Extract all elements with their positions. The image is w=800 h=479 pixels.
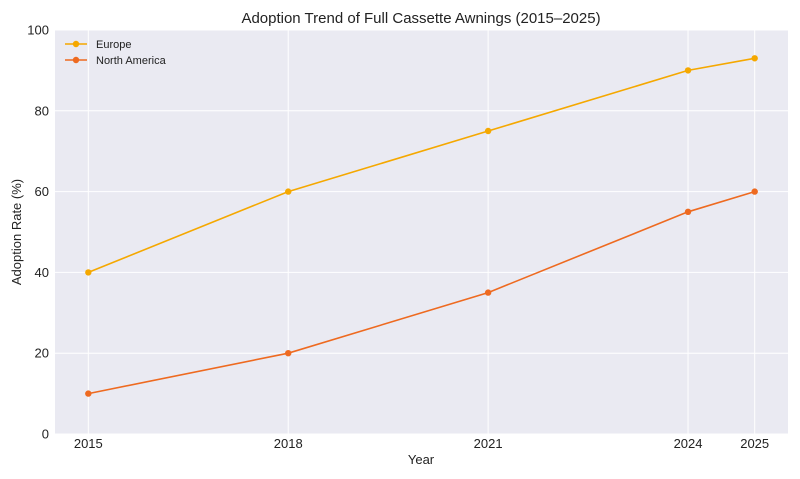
y-tick-label: 80 <box>35 103 49 118</box>
legend-label: Europe <box>96 39 131 51</box>
legend-item: North America <box>65 55 167 67</box>
x-tick-label: 2021 <box>474 436 503 451</box>
y-axis-ticks: 0 20 40 60 80 100 <box>27 23 49 442</box>
legend-item: Europe <box>65 39 131 51</box>
y-axis-label: Adoption Rate (%) <box>9 179 24 285</box>
y-tick-label: 20 <box>35 346 49 361</box>
data-point <box>85 269 92 276</box>
y-tick-label: 100 <box>27 23 49 38</box>
data-point <box>484 127 492 135</box>
data-point <box>751 55 758 62</box>
data-point <box>285 350 292 357</box>
x-tick-label: 2015 <box>74 436 103 451</box>
data-point <box>285 188 292 195</box>
data-point <box>684 67 692 74</box>
x-tick-label: 2018 <box>274 436 303 451</box>
data-point <box>751 188 758 195</box>
data-point <box>484 289 492 296</box>
plot-area <box>55 30 788 434</box>
x-tick-label: 2025 <box>740 436 769 451</box>
series-europe <box>85 55 758 276</box>
legend-label: North America <box>96 55 167 67</box>
data-point <box>85 390 92 397</box>
x-axis-label: Year <box>408 452 435 467</box>
x-axis-ticks: 2015 2018 2021 2024 2025 <box>74 436 769 451</box>
chart-title: Adoption Trend of Full Cassette Awnings … <box>241 10 600 27</box>
x-tick-label: 2024 <box>674 436 703 451</box>
series-north-america <box>85 188 758 397</box>
legend: Europe North America <box>65 39 167 67</box>
legend-marker <box>72 40 80 48</box>
grid <box>55 29 788 435</box>
y-tick-label: 60 <box>35 184 49 199</box>
y-tick-label: 40 <box>35 265 49 280</box>
legend-marker <box>72 56 80 64</box>
y-tick-label: 0 <box>42 427 49 442</box>
data-point <box>684 208 692 215</box>
series-layer <box>85 55 758 397</box>
